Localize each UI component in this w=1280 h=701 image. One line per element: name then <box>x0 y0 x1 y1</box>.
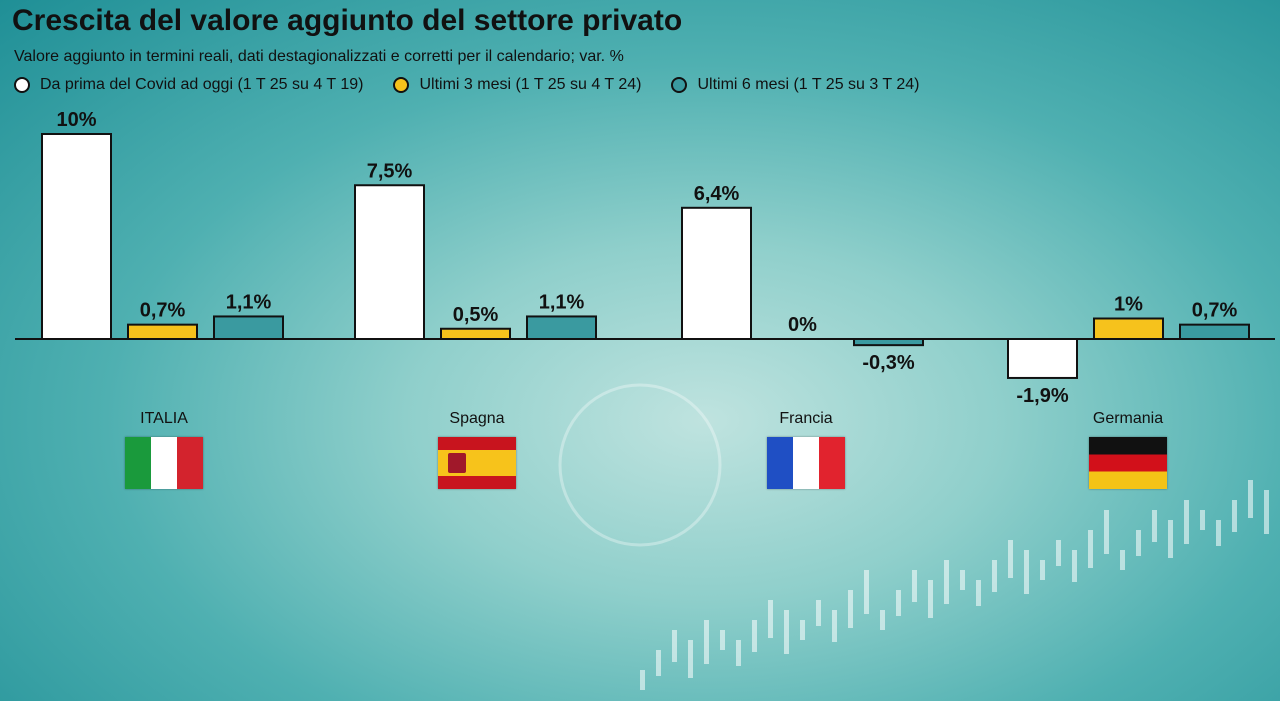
legend-item-3m: Ultimi 3 mesi (1 T 25 su 4 T 24) <box>393 76 641 94</box>
decorative-candle <box>784 610 789 654</box>
decorative-candle <box>1232 500 1237 532</box>
decorative-candle <box>1264 490 1269 534</box>
decorative-candle <box>1216 520 1221 546</box>
chart-title: Crescita del valore aggiunto del settore… <box>12 4 683 37</box>
decorative-candle <box>1056 540 1061 566</box>
decorative-candle <box>1024 550 1029 594</box>
country-label-spagna: Spagna <box>449 410 505 427</box>
data-label: -1,9% <box>1016 385 1068 407</box>
data-label: 7,5% <box>367 160 413 182</box>
decorative-candle <box>864 570 869 614</box>
bar-spagna-s1 <box>440 327 511 340</box>
decorative-candle <box>992 560 997 592</box>
decorative-candle <box>656 650 661 676</box>
decorative-candle <box>1008 540 1013 578</box>
legend-item-6m: Ultimi 6 mesi (1 T 25 su 3 T 24) <box>671 76 919 94</box>
decorative-candle <box>1200 510 1205 530</box>
decorative-ring <box>558 383 722 547</box>
decorative-candle <box>1088 530 1093 568</box>
decorative-candle <box>800 620 805 640</box>
spain-flag <box>438 437 516 489</box>
legend-label: Ultimi 6 mesi (1 T 25 su 3 T 24) <box>697 76 920 93</box>
legend-swatch-teal <box>671 77 688 93</box>
decorative-candle <box>1136 530 1141 556</box>
decorative-candle <box>672 630 677 662</box>
decorative-candle <box>832 610 837 642</box>
decorative-candle <box>736 640 741 666</box>
legend-swatch-yellow <box>393 77 410 93</box>
bar-germania-s0 <box>1007 338 1078 379</box>
decorative-candle <box>912 570 917 602</box>
legend-label: Da prima del Covid ad oggi (1 T 25 su 4 … <box>40 76 364 93</box>
data-label: 10% <box>56 109 96 131</box>
data-label: 1,1% <box>539 291 585 313</box>
italy-flag <box>125 437 203 489</box>
data-label: 6,4% <box>694 183 740 205</box>
data-label: 0% <box>788 314 817 336</box>
decorative-candle <box>1168 520 1173 558</box>
germany-flag <box>1089 437 1167 489</box>
decorative-candle <box>704 620 709 664</box>
decorative-candle <box>1152 510 1157 542</box>
data-label: 0,7% <box>140 300 186 322</box>
legend: Da prima del Covid ad oggi (1 T 25 su 4 … <box>14 76 949 94</box>
bar-italia-s2 <box>213 315 284 341</box>
legend-swatch-white <box>14 77 30 93</box>
country-label-germania: Germania <box>1092 410 1164 427</box>
legend-item-covid: Da prima del Covid ad oggi (1 T 25 su 4 … <box>14 76 363 94</box>
decorative-candle <box>848 590 853 628</box>
bar-italia-s1 <box>127 323 198 340</box>
france-flag <box>767 437 845 489</box>
decorative-candle <box>928 580 933 618</box>
decorative-candle <box>1040 560 1045 580</box>
country-label-italia: ITALIA <box>140 410 188 427</box>
data-label: 0,7% <box>1192 300 1238 322</box>
decorative-candle <box>944 560 949 604</box>
data-label: 1,1% <box>226 291 272 313</box>
country-label-francia: Francia <box>779 410 833 427</box>
decorative-candle <box>640 670 645 690</box>
bar-spagna-s2 <box>526 315 597 341</box>
decorative-candle <box>1248 480 1253 518</box>
bar-germania-s2 <box>1179 323 1250 340</box>
bar-germania-s1 <box>1093 317 1164 340</box>
decorative-candle <box>768 600 773 638</box>
decorative-background <box>558 383 1269 690</box>
decorative-candle <box>688 640 693 678</box>
decorative-candle <box>816 600 821 626</box>
spain-coat-of-arms <box>448 453 466 473</box>
decorative-candle <box>1072 550 1077 582</box>
decorative-candle <box>720 630 725 650</box>
legend-label: Ultimi 3 mesi (1 T 25 su 4 T 24) <box>419 76 642 93</box>
decorative-candle <box>896 590 901 616</box>
decorative-candle <box>1120 550 1125 570</box>
decorative-candle <box>1104 510 1109 554</box>
bar-italia-s0 <box>41 133 112 340</box>
data-label: 0,5% <box>453 304 499 326</box>
chart-subtitle: Valore aggiunto in termini reali, dati d… <box>14 48 624 65</box>
decorative-candle <box>752 620 757 652</box>
data-label: -0,3% <box>862 352 914 374</box>
decorative-candle <box>1184 500 1189 544</box>
bar-francia-s0 <box>681 206 752 340</box>
decorative-candle <box>960 570 965 590</box>
bar-spagna-s0 <box>354 184 425 340</box>
decorative-candle <box>880 610 885 630</box>
decorative-candle <box>976 580 981 606</box>
data-label: 1% <box>1114 294 1143 316</box>
